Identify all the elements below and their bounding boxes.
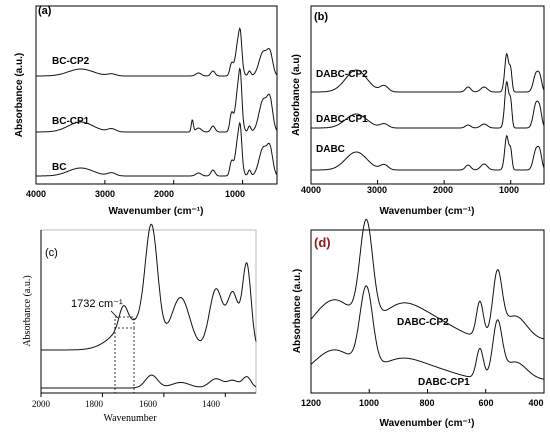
- panel-c-spectra: [41, 223, 257, 389]
- tick-label: 3000: [95, 189, 115, 199]
- panel-c-annotation: 1732 cm⁻¹: [71, 298, 123, 310]
- panel-c-xlabel: Wavenumber: [103, 413, 157, 424]
- panel-a-ylabel: Absorbance (a.u.): [14, 53, 25, 137]
- tick-label: 1400: [202, 399, 221, 409]
- spectrum-line: [310, 218, 545, 340]
- panel-b-ticks: [310, 180, 512, 184]
- panel-d-label: (d): [314, 235, 331, 250]
- series-label: DABC-CP2: [397, 317, 449, 328]
- panel-c-tick-labels: 2000 1800 1600 1400: [32, 399, 221, 409]
- panel-c-label: (c): [45, 247, 58, 259]
- panel-a-ticks: [35, 180, 244, 184]
- tick-label: 400: [528, 398, 543, 408]
- panel-b-ylabel: Absorbance (a.u): [291, 54, 302, 136]
- spectrum-line: [36, 27, 278, 77]
- panel-b: (b) 4000 3000 2000 1000 Wavenumber (cm⁻¹…: [291, 5, 545, 217]
- spectrum-line: [311, 52, 545, 93]
- tick-label: 1200: [301, 398, 321, 408]
- spectrum-line: [36, 121, 278, 177]
- tick-label: 2000: [433, 185, 453, 195]
- spectrum-line: [311, 134, 545, 171]
- panel-d-ticks: [310, 389, 545, 393]
- series-label: BC: [52, 162, 66, 173]
- annotation-box: [114, 316, 135, 329]
- panel-a-frame: [35, 5, 278, 185]
- panel-c-ylabel: Absorbance (a.u.): [22, 275, 33, 346]
- panel-a-spectra: [36, 27, 278, 177]
- panel-b-tick-labels: 4000 3000 2000 1000: [301, 185, 519, 195]
- panel-c-ticks: [40, 393, 226, 397]
- panel-b-frame: [310, 5, 545, 185]
- tick-label: 4000: [301, 185, 321, 195]
- series-label: DABC-CP2: [316, 69, 368, 80]
- tick-label: 800: [419, 398, 434, 408]
- panel-b-spectra: [311, 52, 545, 171]
- tick-label: 1600: [139, 399, 158, 409]
- spectrum-line: [41, 374, 257, 389]
- panel-a-label: (a): [38, 5, 52, 17]
- tick-label: 1000: [225, 189, 245, 199]
- tick-label: 1800: [85, 399, 104, 409]
- panel-b-label: (b): [314, 11, 328, 23]
- panel-d-xlabel: Wavenumber (cm⁻¹): [380, 418, 475, 429]
- spectrum-line: [36, 67, 278, 133]
- tick-label: 4000: [26, 189, 46, 199]
- panel-c-frame: [40, 229, 257, 394]
- tick-label: 3000: [367, 185, 387, 195]
- spectrum-line: [310, 285, 545, 380]
- tick-label: 1000: [499, 185, 519, 195]
- tick-label: 1000: [359, 398, 379, 408]
- panel-a-tick-labels: 4000 3000 2000 1000: [26, 189, 245, 199]
- spectrum-line: [41, 223, 257, 351]
- spectrum-line: [311, 80, 545, 129]
- tick-label: 2000: [154, 189, 174, 199]
- panel-d: (d) 1200 1000 800 600 400 Wavenumber (cm…: [292, 218, 545, 429]
- panel-d-ylabel: Absorbance (a.u.): [292, 269, 303, 353]
- series-label: DABC-CP1: [316, 114, 368, 125]
- series-label: BC-CP2: [52, 56, 90, 67]
- panel-d-tick-labels: 1200 1000 800 600 400: [301, 398, 544, 408]
- series-label: DABC: [316, 144, 345, 155]
- panel-c: (c) 2000 1800 1600 1400 Wavenumber Absor…: [22, 223, 257, 424]
- panel-b-xlabel: Wavenumber (cm⁻¹): [380, 206, 475, 217]
- series-label: DABC-CP1: [418, 377, 470, 388]
- tick-label: 600: [478, 398, 493, 408]
- panel-d-spectra: [310, 218, 545, 380]
- tick-label: 2000: [32, 399, 51, 409]
- series-label: BC-CP1: [52, 116, 90, 127]
- panel-a: (a) 4000 3000 2000 1000 Wavenumber (cm⁻¹…: [14, 5, 278, 217]
- panel-a-xlabel: Wavenumber (cm⁻¹): [109, 206, 204, 217]
